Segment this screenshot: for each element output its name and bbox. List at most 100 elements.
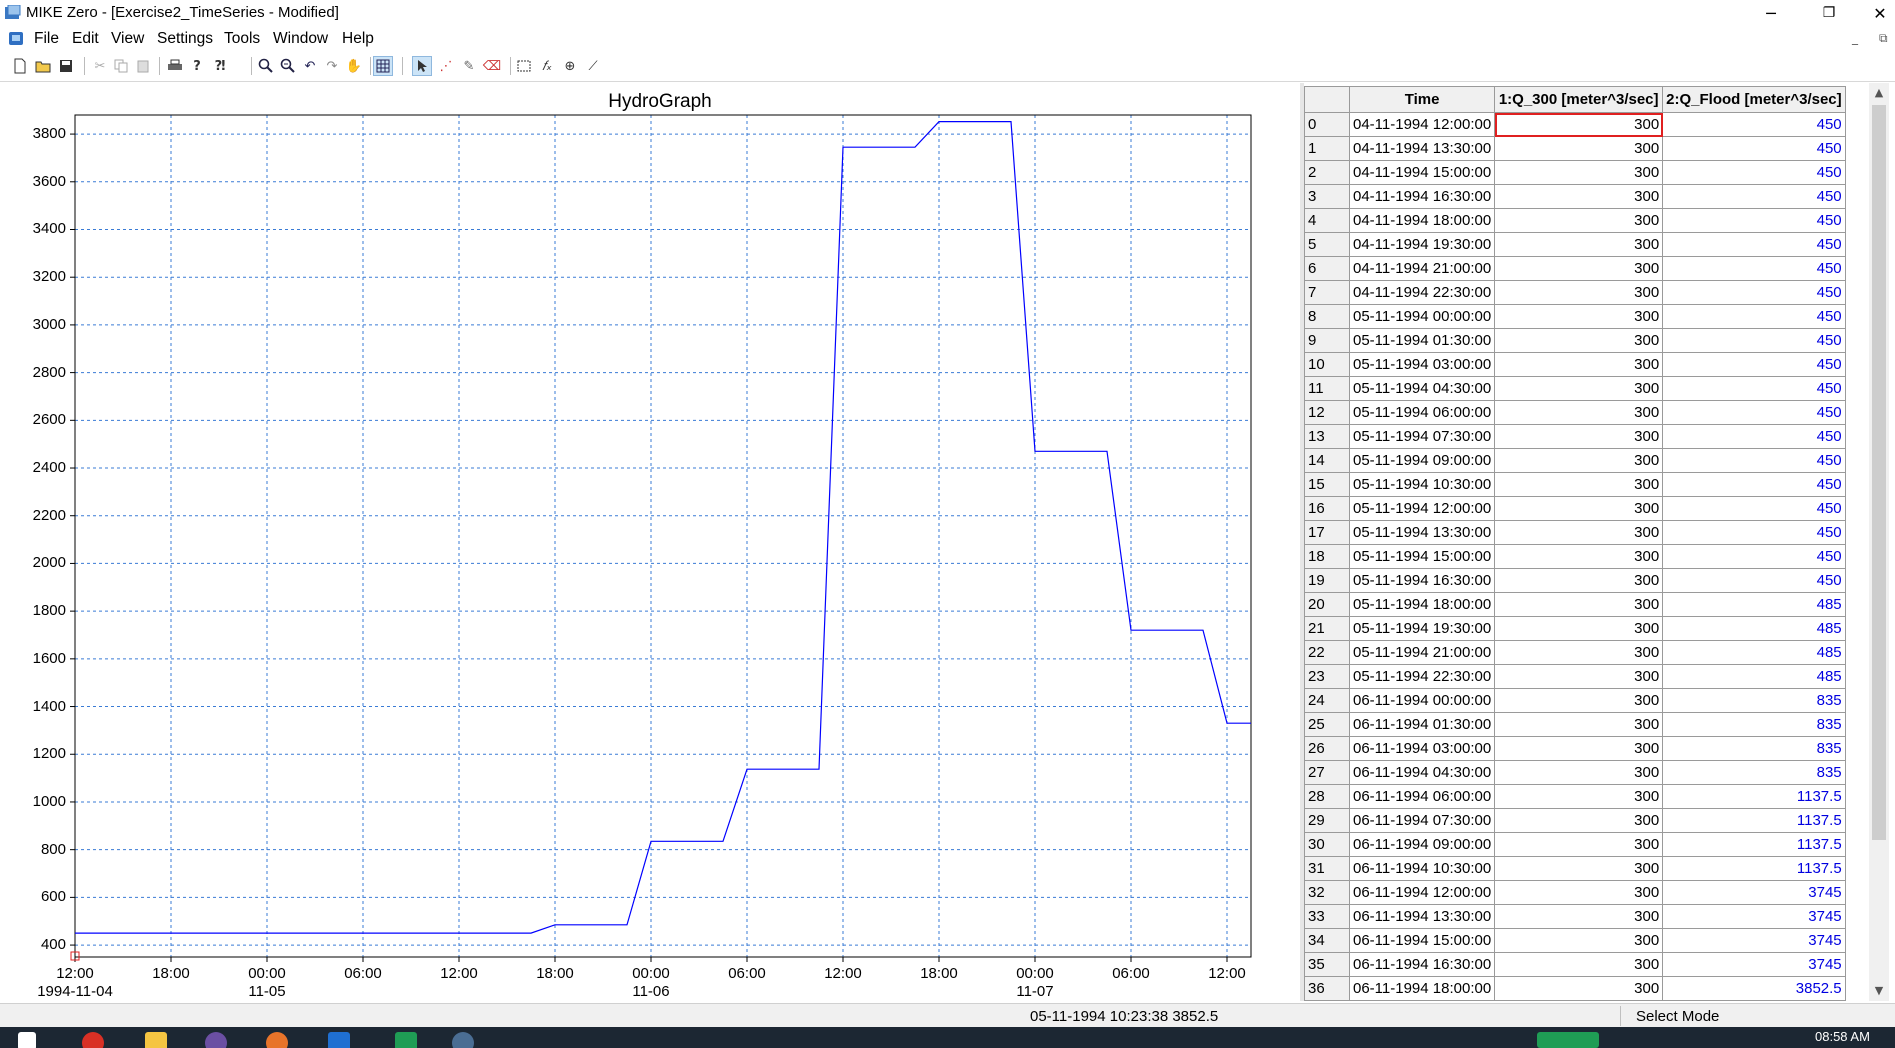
chrome-icon[interactable] bbox=[82, 1032, 104, 1048]
q300-cell[interactable]: 300 bbox=[1494, 760, 1664, 785]
table-row[interactable]: 18 05-11-1994 15:00:00 300 450 bbox=[1304, 544, 1846, 569]
time-cell[interactable]: 05-11-1994 21:00:00 bbox=[1348, 640, 1496, 665]
q300-cell[interactable]: 300 bbox=[1494, 112, 1664, 137]
row-index-cell[interactable]: 10 bbox=[1304, 352, 1350, 377]
row-index-cell[interactable]: 5 bbox=[1304, 232, 1350, 257]
hydrograph-chart-pane[interactable]: HydroGraph 400 600 800 1000 1200 1400 1600 1800… bbox=[0, 83, 1301, 1001]
table-row[interactable]: 28 06-11-1994 06:00:00 300 1137.5 bbox=[1304, 784, 1846, 809]
hydrograph-plot[interactable] bbox=[0, 83, 1300, 1001]
q300-cell[interactable]: 300 bbox=[1494, 448, 1664, 473]
q300-cell[interactable]: 300 bbox=[1494, 496, 1664, 521]
time-cell[interactable]: 04-11-1994 15:00:00 bbox=[1348, 160, 1496, 185]
time-cell[interactable]: 06-11-1994 18:00:00 bbox=[1348, 976, 1496, 1001]
pane-splitter[interactable] bbox=[1300, 83, 1304, 1001]
q300-cell[interactable]: 300 bbox=[1494, 952, 1664, 977]
table-row[interactable]: 31 06-11-1994 10:30:00 300 1137.5 bbox=[1304, 856, 1846, 881]
qflood-cell[interactable]: 3745 bbox=[1662, 904, 1846, 929]
mdi-minimize-button[interactable]: _ bbox=[1852, 31, 1858, 45]
table-row[interactable]: 15 05-11-1994 10:30:00 300 450 bbox=[1304, 472, 1846, 497]
table-row[interactable]: 12 05-11-1994 06:00:00 300 450 bbox=[1304, 400, 1846, 425]
qflood-cell[interactable]: 485 bbox=[1662, 592, 1846, 617]
minimize-button[interactable]: ─ bbox=[1766, 4, 1776, 23]
row-index-cell[interactable]: 32 bbox=[1304, 880, 1350, 905]
edit-points-icon[interactable]: ⋰ bbox=[439, 58, 453, 74]
taskbar-clock[interactable]: 08:58 AM bbox=[1815, 1029, 1870, 1044]
time-cell[interactable]: 05-11-1994 10:30:00 bbox=[1348, 472, 1496, 497]
time-cell[interactable]: 05-11-1994 19:30:00 bbox=[1348, 616, 1496, 641]
row-index-cell[interactable]: 16 bbox=[1304, 496, 1350, 521]
q300-cell[interactable]: 300 bbox=[1494, 352, 1664, 377]
qflood-cell[interactable]: 835 bbox=[1662, 736, 1846, 761]
pencil-icon[interactable]: ✎ bbox=[463, 58, 475, 74]
time-cell[interactable]: 05-11-1994 01:30:00 bbox=[1348, 328, 1496, 353]
qflood-cell[interactable]: 450 bbox=[1662, 472, 1846, 497]
column-header-qflood[interactable]: 2:Q_Flood [meter^3/sec] bbox=[1662, 86, 1846, 113]
qflood-cell[interactable]: 835 bbox=[1662, 712, 1846, 737]
qflood-cell[interactable]: 485 bbox=[1662, 640, 1846, 665]
row-index-cell[interactable]: 28 bbox=[1304, 784, 1350, 809]
row-index-cell[interactable]: 12 bbox=[1304, 400, 1350, 425]
scroll-thumb[interactable] bbox=[1872, 105, 1886, 840]
row-index-cell[interactable]: 15 bbox=[1304, 472, 1350, 497]
q300-cell[interactable]: 300 bbox=[1494, 424, 1664, 449]
table-row[interactable]: 14 05-11-1994 09:00:00 300 450 bbox=[1304, 448, 1846, 473]
qflood-cell[interactable]: 450 bbox=[1662, 280, 1846, 305]
q300-cell[interactable]: 300 bbox=[1494, 592, 1664, 617]
time-cell[interactable]: 05-11-1994 03:00:00 bbox=[1348, 352, 1496, 377]
row-index-cell[interactable]: 34 bbox=[1304, 928, 1350, 953]
row-index-cell[interactable]: 14 bbox=[1304, 448, 1350, 473]
q300-cell[interactable]: 300 bbox=[1494, 280, 1664, 305]
table-row[interactable]: 6 04-11-1994 21:00:00 300 450 bbox=[1304, 256, 1846, 281]
time-cell[interactable]: 05-11-1994 15:00:00 bbox=[1348, 544, 1496, 569]
table-row[interactable]: 3 04-11-1994 16:30:00 300 450 bbox=[1304, 184, 1846, 209]
qflood-cell[interactable]: 450 bbox=[1662, 568, 1846, 593]
marker-icon[interactable]: ⊕ bbox=[564, 58, 576, 74]
q300-cell[interactable]: 300 bbox=[1494, 712, 1664, 737]
table-row[interactable]: 29 06-11-1994 07:30:00 300 1137.5 bbox=[1304, 808, 1846, 833]
table-row[interactable]: 19 05-11-1994 16:30:00 300 450 bbox=[1304, 568, 1846, 593]
qflood-cell[interactable]: 450 bbox=[1662, 208, 1846, 233]
tray-app-icon[interactable] bbox=[1537, 1032, 1599, 1048]
qflood-cell[interactable]: 1137.5 bbox=[1662, 808, 1846, 833]
row-index-cell[interactable]: 17 bbox=[1304, 520, 1350, 545]
redo-zoom-icon[interactable]: ↷ bbox=[326, 58, 338, 74]
new-file-icon[interactable] bbox=[10, 56, 30, 76]
copy-icon[interactable] bbox=[111, 56, 131, 76]
table-row[interactable]: 34 06-11-1994 15:00:00 300 3745 bbox=[1304, 928, 1846, 953]
qflood-cell[interactable]: 450 bbox=[1662, 544, 1846, 569]
time-cell[interactable]: 06-11-1994 00:00:00 bbox=[1348, 688, 1496, 713]
q300-cell[interactable]: 300 bbox=[1494, 472, 1664, 497]
time-cell[interactable]: 04-11-1994 13:30:00 bbox=[1348, 136, 1496, 161]
row-index-cell[interactable]: 7 bbox=[1304, 280, 1350, 305]
time-cell[interactable]: 05-11-1994 04:30:00 bbox=[1348, 376, 1496, 401]
qflood-cell[interactable]: 1137.5 bbox=[1662, 784, 1846, 809]
table-row[interactable]: 8 05-11-1994 00:00:00 300 450 bbox=[1304, 304, 1846, 329]
time-cell[interactable]: 06-11-1994 01:30:00 bbox=[1348, 712, 1496, 737]
time-cell[interactable]: 06-11-1994 03:00:00 bbox=[1348, 736, 1496, 761]
select-arrow-icon[interactable] bbox=[412, 56, 432, 76]
qflood-cell[interactable]: 450 bbox=[1662, 520, 1846, 545]
qflood-cell[interactable]: 1137.5 bbox=[1662, 856, 1846, 881]
menu-file[interactable]: File bbox=[34, 30, 59, 47]
time-cell[interactable]: 05-11-1994 12:00:00 bbox=[1348, 496, 1496, 521]
help-icon[interactable]: ? bbox=[193, 58, 201, 74]
time-cell[interactable]: 05-11-1994 18:00:00 bbox=[1348, 592, 1496, 617]
close-button[interactable]: ✕ bbox=[1873, 4, 1887, 23]
qflood-cell[interactable]: 3745 bbox=[1662, 952, 1846, 977]
pan-hand-icon[interactable]: ✋ bbox=[345, 58, 363, 74]
row-index-cell[interactable]: 21 bbox=[1304, 616, 1350, 641]
q300-cell[interactable]: 300 bbox=[1494, 376, 1664, 401]
menu-edit[interactable]: Edit bbox=[72, 30, 99, 47]
q300-cell[interactable]: 300 bbox=[1494, 784, 1664, 809]
time-cell[interactable]: 06-11-1994 15:00:00 bbox=[1348, 928, 1496, 953]
qflood-cell[interactable]: 3745 bbox=[1662, 928, 1846, 953]
row-index-cell[interactable]: 23 bbox=[1304, 664, 1350, 689]
row-index-cell[interactable]: 31 bbox=[1304, 856, 1350, 881]
time-cell[interactable]: 04-11-1994 18:00:00 bbox=[1348, 208, 1496, 233]
table-row[interactable]: 35 06-11-1994 16:30:00 300 3745 bbox=[1304, 952, 1846, 977]
q300-cell[interactable]: 300 bbox=[1494, 304, 1664, 329]
table-row[interactable]: 25 06-11-1994 01:30:00 300 835 bbox=[1304, 712, 1846, 737]
qflood-cell[interactable]: 450 bbox=[1662, 376, 1846, 401]
row-index-cell[interactable]: 11 bbox=[1304, 376, 1350, 401]
restore-button[interactable]: ❐ bbox=[1822, 5, 1836, 21]
